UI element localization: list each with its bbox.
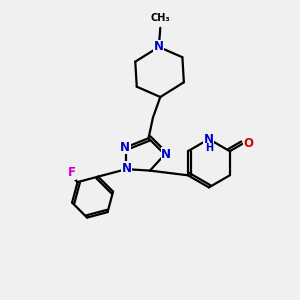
Text: F: F (68, 166, 76, 179)
Text: N: N (122, 162, 131, 175)
Text: N: N (161, 148, 171, 161)
Text: H: H (205, 143, 213, 153)
Text: N: N (154, 40, 164, 53)
Text: N: N (204, 133, 214, 146)
Text: O: O (243, 137, 254, 150)
Text: CH₃: CH₃ (151, 13, 170, 22)
Text: N: N (120, 141, 130, 154)
